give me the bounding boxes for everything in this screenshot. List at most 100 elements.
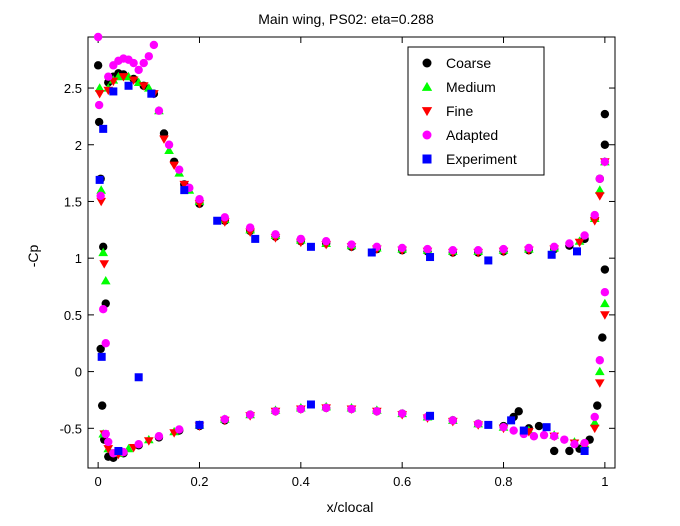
data-point [220, 213, 230, 222]
data-point [598, 333, 607, 342]
data-point [448, 246, 458, 255]
data-point [296, 234, 306, 244]
data-point [99, 242, 108, 252]
y-tick-label: 0.5 [64, 308, 82, 323]
data-point [97, 401, 107, 410]
data-point [507, 416, 516, 425]
legend-marker [421, 107, 433, 117]
data-point [570, 439, 579, 449]
y-tick-label: -0.5 [60, 421, 82, 436]
data-point [560, 435, 569, 444]
data-point [139, 58, 148, 68]
data-point [499, 422, 508, 432]
data-point [99, 260, 110, 269]
data-point [565, 239, 574, 248]
data-point [94, 117, 104, 127]
data-point [99, 305, 108, 314]
data-point [134, 65, 143, 75]
data-point [220, 415, 230, 424]
data-point [423, 244, 432, 254]
data-point [96, 185, 107, 194]
data-point [296, 404, 306, 414]
legend-label: Coarse [446, 55, 491, 71]
data-point [96, 191, 105, 200]
data-point [129, 58, 138, 68]
data-point [154, 106, 164, 115]
data-point [594, 192, 605, 201]
data-point [306, 242, 315, 251]
data-point [195, 194, 204, 204]
data-point [397, 243, 407, 253]
legend: Coarse Medium Fine Adapted Experiment [407, 46, 545, 176]
data-point [321, 236, 331, 246]
data-point [580, 231, 589, 240]
y-axis-label: -Cp [25, 245, 41, 268]
data-point [397, 409, 407, 418]
data-point [154, 432, 164, 441]
data-point [134, 439, 143, 449]
series-experiment [95, 81, 589, 455]
data-point [96, 344, 105, 354]
legend-marker [422, 154, 432, 164]
data-point [589, 217, 600, 226]
data-point [600, 298, 610, 308]
data-point [524, 243, 534, 253]
data-point [99, 124, 108, 133]
data-point [593, 401, 602, 410]
data-point [595, 356, 604, 365]
data-point [565, 446, 574, 456]
data-point [271, 230, 280, 239]
data-point [96, 197, 107, 207]
data-point [367, 248, 376, 257]
legend-label: Experiment [446, 151, 517, 167]
data-point [426, 411, 435, 420]
legend-box [407, 46, 545, 176]
x-tick-label: 0.2 [190, 474, 208, 489]
data-point [590, 412, 599, 422]
data-point [94, 100, 104, 110]
x-tick-label: 0 [95, 474, 102, 489]
data-point [98, 247, 109, 257]
data-point [589, 417, 600, 427]
chart-title: Main wing, PS02: eta=0.288 [258, 11, 434, 27]
data-point [372, 407, 382, 416]
axis-ticks: 0 0.2 0.4 0.6 0.8 1 -0.5 0 0.5 1 1.5 2 2.5 [60, 37, 615, 489]
data-point [529, 432, 539, 441]
data-point [589, 424, 600, 434]
data-point [499, 244, 508, 254]
data-point [97, 352, 106, 361]
data-point [448, 416, 458, 425]
data-point [473, 246, 483, 255]
data-point [195, 420, 204, 429]
data-point [169, 161, 179, 170]
data-point [539, 430, 549, 440]
data-point [95, 175, 104, 184]
data-point [484, 420, 493, 429]
data-point [104, 437, 113, 447]
data-point [594, 185, 605, 194]
data-point [164, 145, 174, 154]
data-point [159, 135, 169, 144]
data-point [580, 438, 589, 448]
data-point [547, 250, 556, 259]
data-point [549, 446, 559, 456]
data-point [245, 410, 255, 419]
x-tick-label: 1 [601, 474, 608, 489]
data-point [514, 407, 523, 416]
data-point [109, 87, 118, 96]
x-tick-label: 0.4 [292, 474, 310, 489]
data-point [347, 240, 356, 249]
data-point [118, 73, 129, 82]
data-point [590, 210, 599, 220]
data-point [271, 407, 280, 416]
data-point [159, 129, 169, 138]
y-tick-label: 1 [75, 251, 82, 266]
legend-label: Fine [446, 103, 473, 119]
data-markers [93, 32, 610, 462]
data-point [175, 165, 184, 174]
legend-label: Medium [446, 79, 496, 95]
data-point [484, 256, 493, 265]
data-point [600, 265, 610, 274]
y-tick-label: 2.5 [64, 81, 82, 96]
